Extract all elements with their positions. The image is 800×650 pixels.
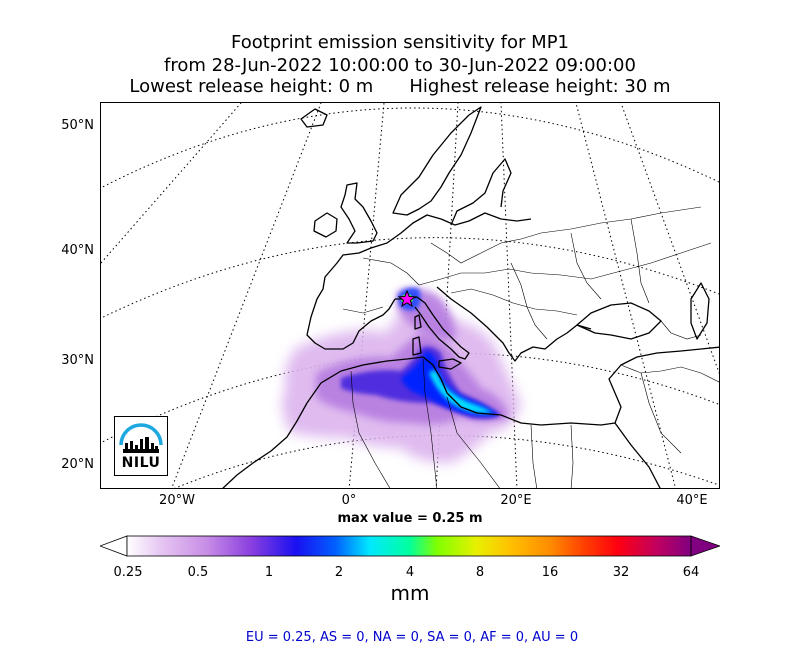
logo-text: NILU bbox=[121, 455, 161, 471]
gridline-lat-50 bbox=[101, 107, 719, 189]
gridline-lon-40e bbox=[620, 103, 719, 374]
coast-france-italy bbox=[395, 296, 470, 360]
logo-arc bbox=[119, 423, 163, 446]
coast-west-africa bbox=[222, 402, 308, 488]
map-canvas bbox=[101, 103, 719, 488]
plot-title: Footprint emission sensitivity for MP1 bbox=[230, 32, 569, 53]
coastlines bbox=[222, 106, 719, 488]
plot-time-range: from 28-Jun-2022 10:00:00 to 30-Jun-2022… bbox=[164, 55, 636, 76]
coast-europe-main bbox=[370, 212, 532, 249]
coast-baltic bbox=[450, 158, 512, 226]
coast-sicily bbox=[438, 358, 462, 370]
region-stats: EU = 0.25, AS = 0, NA = 0, SA = 0, AF = … bbox=[245, 630, 579, 645]
plot-release-heights: Lowest release height: 0 m Highest releas… bbox=[0, 76, 800, 98]
coast-scandinavia bbox=[392, 106, 482, 216]
gridline-lon-20e bbox=[500, 103, 518, 488]
cb-tick-8: 64 bbox=[682, 565, 700, 580]
cb-tick-1: 0.5 bbox=[187, 565, 209, 580]
gridline-lat-40 bbox=[101, 237, 719, 319]
coast-sardinia bbox=[412, 336, 422, 356]
lat-label-20n: 20°N bbox=[61, 457, 94, 472]
coast-ireland bbox=[313, 212, 338, 238]
coast-red-sea bbox=[614, 422, 661, 488]
cb-tick-0: 0.25 bbox=[113, 565, 143, 580]
lon-label-0: 0° bbox=[341, 493, 357, 508]
coast-iceland bbox=[300, 108, 328, 128]
cb-tick-2: 1 bbox=[264, 565, 274, 580]
coast-corsica bbox=[414, 314, 422, 330]
plume-core-blue bbox=[401, 351, 499, 416]
colorbar-unit: mm bbox=[390, 581, 430, 605]
gridline-lon-20w bbox=[171, 103, 322, 488]
lon-label-40e: 40°E bbox=[676, 493, 708, 508]
coast-black-sea bbox=[576, 302, 662, 340]
gridline-lat-20 bbox=[174, 434, 719, 488]
lat-label-30n: 30°N bbox=[61, 353, 94, 368]
logo-skyline bbox=[123, 437, 159, 453]
footprint-plume bbox=[282, 287, 521, 463]
colorbar bbox=[100, 535, 720, 557]
nilu-logo: NILU bbox=[114, 416, 168, 476]
colorbar-gradient bbox=[126, 535, 692, 557]
highest-release-height: Highest release height: 30 m bbox=[409, 76, 671, 97]
coast-great-britain bbox=[340, 182, 378, 244]
gridline-lon-10e bbox=[435, 103, 459, 488]
cb-tick-4: 4 bbox=[405, 565, 415, 580]
cb-tick-6: 16 bbox=[541, 565, 559, 580]
coast-caspian bbox=[690, 282, 710, 340]
lowest-release-height: Lowest release height: 0 m bbox=[129, 76, 374, 97]
cb-tick-5: 8 bbox=[475, 565, 485, 580]
footprint-map bbox=[100, 102, 720, 489]
colorbar-extend-low bbox=[100, 535, 128, 557]
country-borders bbox=[342, 206, 719, 488]
gridline-lon-30w bbox=[101, 103, 242, 264]
longitude-gridlines bbox=[101, 103, 719, 488]
coast-iberia bbox=[306, 247, 396, 350]
cb-tick-7: 32 bbox=[612, 565, 630, 580]
gridline-lon-0 bbox=[348, 103, 385, 488]
lon-label-20w: 20°W bbox=[159, 493, 195, 508]
nilu-logo-icon bbox=[119, 423, 163, 453]
coast-levant bbox=[608, 346, 719, 424]
lon-label-20e: 20°E bbox=[500, 493, 532, 508]
lat-label-50n: 50°N bbox=[61, 118, 94, 133]
max-value-label: max value = 0.25 m bbox=[337, 511, 483, 526]
lat-label-40n: 40°N bbox=[61, 243, 94, 258]
cb-tick-3: 2 bbox=[334, 565, 344, 580]
coast-adriatic-balkans bbox=[436, 286, 592, 362]
plume-core-cyan bbox=[429, 370, 493, 414]
gridline-lon-30e bbox=[575, 103, 676, 488]
coast-north-africa bbox=[306, 356, 616, 426]
colorbar-extend-high bbox=[690, 535, 720, 557]
release-star-icon bbox=[397, 289, 417, 308]
